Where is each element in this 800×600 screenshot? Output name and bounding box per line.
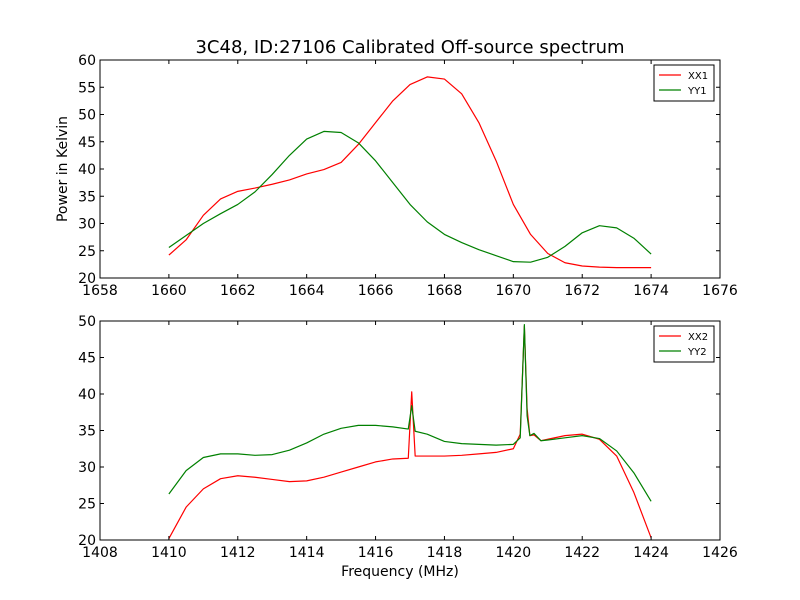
y-tick-label: 35 [78, 189, 96, 205]
y-tick-label: 40 [78, 162, 96, 178]
x-tick-label: 1408 [82, 545, 118, 561]
y-tick-label: 30 [78, 460, 96, 476]
y-tick-label: 40 [78, 387, 96, 403]
x-tick-label: 1416 [358, 545, 394, 561]
plot-lines [168, 76, 652, 269]
x-tick-label: 1410 [151, 545, 187, 561]
x-axis-label: Frequency (MHz) [341, 564, 459, 580]
legend-label: XX2 [688, 332, 708, 343]
legend-label: YY1 [687, 86, 707, 97]
series-line-xx2 [168, 325, 652, 539]
series-line-yy1 [168, 130, 652, 263]
x-tick-label: 1414 [289, 545, 325, 561]
y-tick-label: 50 [78, 108, 96, 124]
top-plot: 1658 1660 1662 1664 1666 1668 1670 1672 1674 1676… [55, 53, 738, 299]
x-tick-label: 1668 [427, 283, 463, 299]
legend-box [653, 64, 715, 102]
legend-box [653, 325, 715, 363]
series-line-xx1 [168, 76, 652, 269]
y-tick-label: 55 [78, 80, 96, 96]
x-tick-label: 1672 [564, 283, 600, 299]
y-tick-label: 20 [78, 271, 96, 287]
y-axis-label: Power in Kelvin [55, 116, 71, 222]
x-tick-label: 1676 [702, 283, 738, 299]
x-tick-label: 1662 [220, 283, 256, 299]
x-tick-label: 1666 [358, 283, 394, 299]
x-tick-label: 1420 [496, 545, 532, 561]
x-tick-label: 1670 [496, 283, 532, 299]
y-tick-label: 20 [78, 533, 96, 549]
x-tick-label: 1426 [702, 545, 738, 561]
legend-label: XX1 [688, 71, 708, 82]
y-tick-label: 30 [78, 217, 96, 233]
y-tick-label: 25 [78, 497, 96, 513]
y-tick-label: 50 [78, 314, 96, 330]
x-tick-label: 1422 [564, 545, 600, 561]
y-tick-label: 35 [78, 424, 96, 440]
x-tick-label: 1412 [220, 545, 256, 561]
y-tick-label: 25 [78, 244, 96, 260]
x-tick-label: 1664 [289, 283, 325, 299]
y-tick-label: 45 [78, 135, 96, 151]
y-tick-label: 45 [78, 351, 96, 367]
x-tick-label: 1674 [633, 283, 669, 299]
legend-label: YY2 [687, 347, 707, 358]
x-tick-label: 1418 [427, 545, 463, 561]
plot-lines [168, 324, 652, 539]
x-tick-label: 1660 [151, 283, 187, 299]
x-tick-label: 1658 [82, 283, 118, 299]
chart-title: 3C48, ID:27106 Calibrated Off-source spe… [195, 37, 624, 58]
x-tick-label: 1424 [633, 545, 669, 561]
bottom-plot: 1408 1410 1412 1414 1416 1418 1420 1422 1424 1426… [78, 314, 738, 580]
y-tick-label: 60 [78, 53, 96, 69]
series-line-yy2 [168, 324, 652, 502]
